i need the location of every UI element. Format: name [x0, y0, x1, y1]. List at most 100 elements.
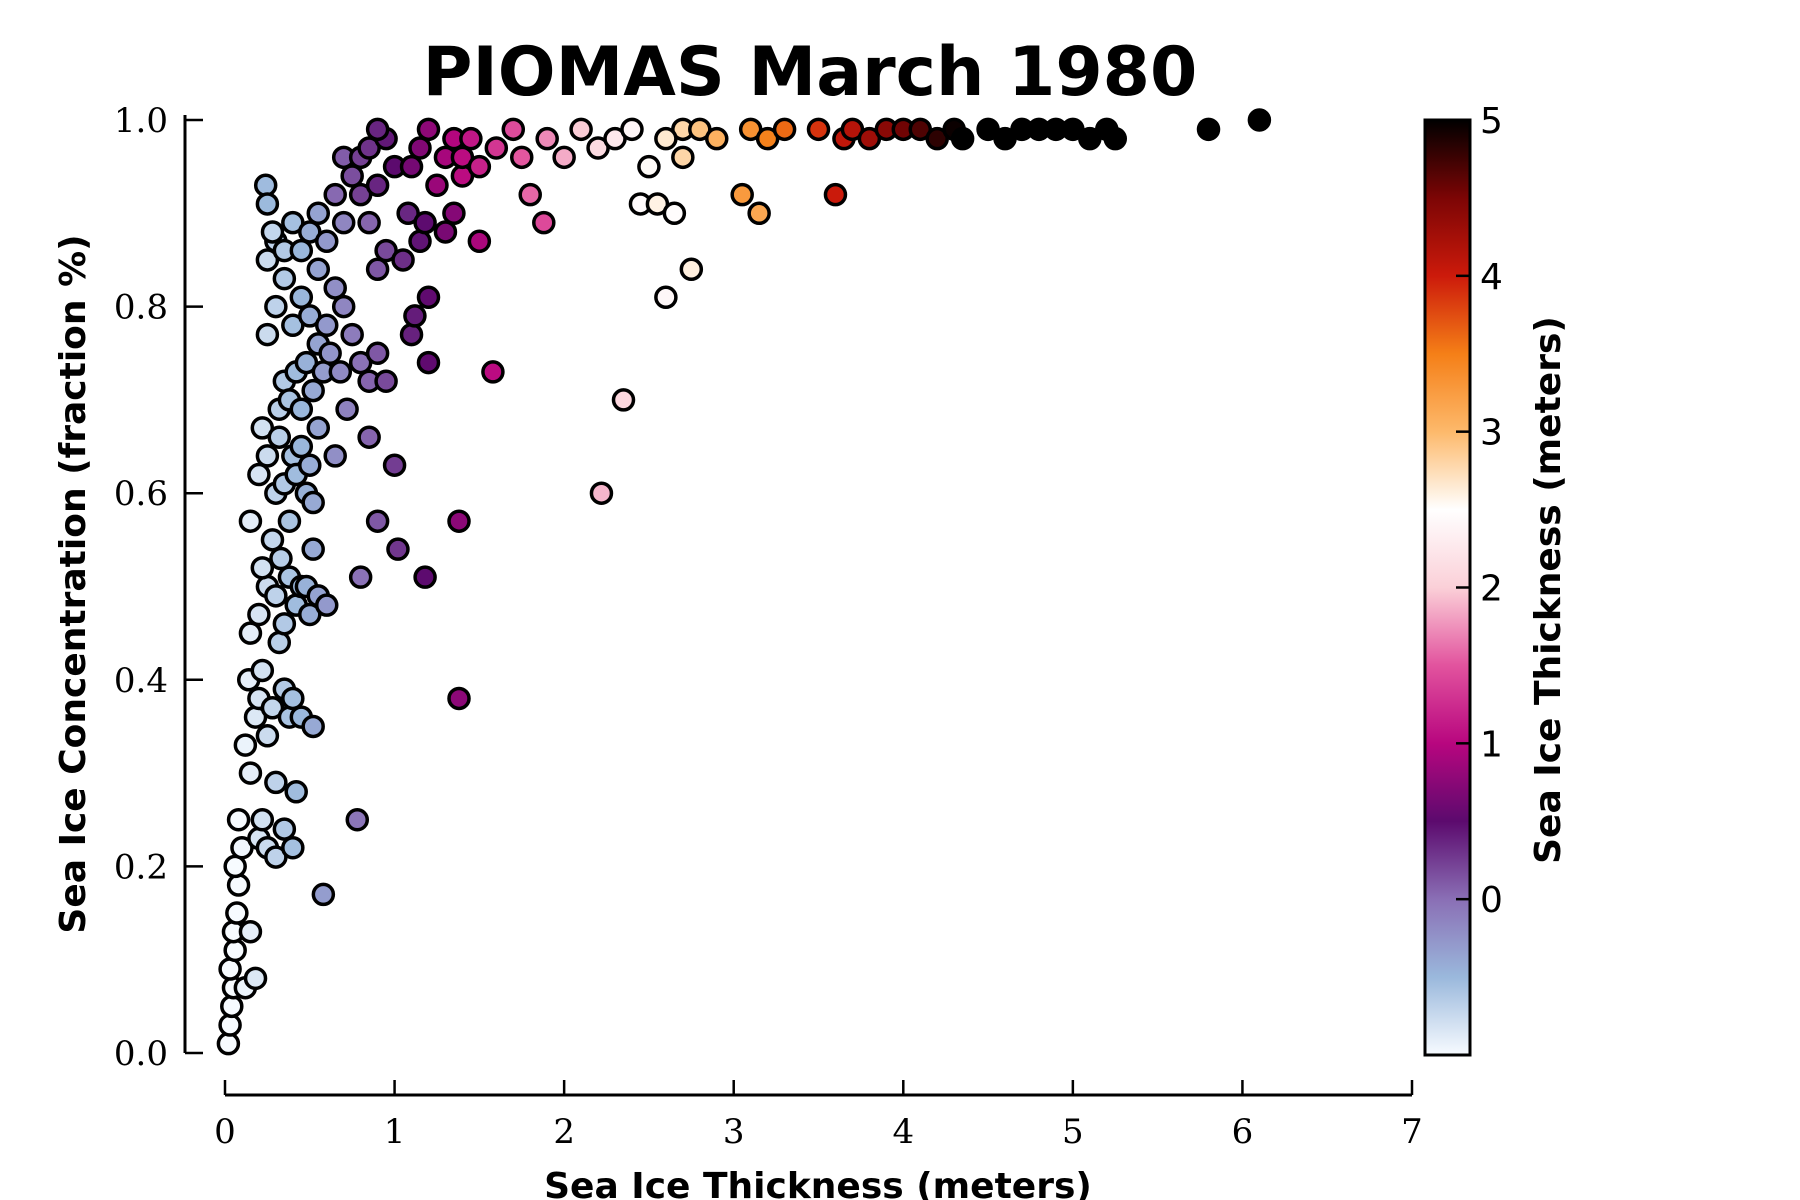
- y-tick-label: 0.8: [114, 288, 168, 328]
- x-axis-label: Sea Ice Thickness (meters): [544, 1166, 1092, 1200]
- scatter-point: [289, 238, 314, 263]
- scatter-point: [301, 714, 325, 739]
- scatter-point: [467, 229, 492, 254]
- scatter-point: [314, 313, 339, 338]
- y-tick-label: 1.0: [114, 101, 168, 141]
- scatter-point: [243, 966, 268, 991]
- scatter-point: [250, 808, 275, 832]
- scatter-point: [264, 294, 288, 319]
- scatter-point: [416, 285, 441, 310]
- x-tick-label: 0: [214, 1112, 236, 1152]
- scatter-point: [247, 602, 271, 627]
- scatter-point: [459, 126, 483, 151]
- x-tick-label: 1: [384, 1112, 406, 1152]
- y-tick-label: 0.4: [114, 661, 168, 701]
- scatter-point: [823, 182, 848, 207]
- scatter-point: [314, 593, 339, 617]
- scatter-point: [289, 434, 314, 459]
- x-tick-label: 6: [1232, 1112, 1254, 1152]
- scatter-point: [298, 453, 322, 477]
- scatter-point: [323, 182, 347, 207]
- scatter-point: [357, 425, 381, 449]
- scatter-point: [238, 509, 263, 533]
- scatter-point: [264, 770, 288, 795]
- scatter-point: [253, 173, 278, 198]
- scatter-point: [260, 220, 285, 244]
- scatter-point: [413, 565, 437, 589]
- scatter-point: [425, 173, 449, 198]
- scatter-point: [447, 686, 471, 711]
- scatter-point: [264, 584, 288, 608]
- scatter-point: [281, 835, 305, 860]
- scatter-point: [569, 117, 593, 142]
- scatter-point: [301, 490, 325, 515]
- scatter-point: [671, 145, 695, 170]
- scatter-point: [331, 294, 356, 319]
- scatter-point: [306, 416, 331, 440]
- scatter-point: [747, 201, 771, 226]
- scatter-point: [238, 621, 263, 645]
- y-tick-label: 0.6: [114, 474, 168, 514]
- colorbar-label: Sea Ice Thickness (meters): [1528, 316, 1569, 864]
- scatter-point: [284, 780, 308, 804]
- scatter-point: [348, 565, 373, 589]
- scatter-point: [323, 276, 347, 300]
- scatter-point: [433, 220, 458, 244]
- scatter-point: [311, 882, 336, 907]
- colorbar-tick-label: 2: [1480, 569, 1503, 610]
- scatter-point: [314, 229, 339, 254]
- scatter-point: [255, 192, 280, 216]
- scatter-point: [340, 164, 364, 188]
- scatter-point: [306, 201, 331, 226]
- scatter-point: [218, 1013, 242, 1037]
- scatter-point: [730, 182, 754, 207]
- scatter-point: [289, 397, 314, 421]
- scatter-point: [374, 369, 398, 393]
- scatter-point: [255, 444, 280, 468]
- scatter-point: [510, 145, 534, 170]
- scatter-point: [365, 257, 390, 282]
- scatter-point: [484, 136, 509, 160]
- scatter-point: [216, 1031, 241, 1056]
- scatter-point: [267, 425, 292, 449]
- colorbar-tick-label: 3: [1480, 413, 1503, 454]
- scatter-point: [255, 724, 280, 748]
- scatter-point: [620, 117, 644, 142]
- y-tick-label: 0.2: [114, 847, 168, 887]
- scatter-point: [416, 117, 441, 142]
- colorbar-tick-label: 4: [1480, 257, 1503, 298]
- scatter-point: [662, 201, 687, 226]
- y-tick-label: 0.0: [114, 1034, 168, 1074]
- colorbar-tick-label: 0: [1480, 880, 1503, 921]
- scatter-point: [301, 537, 325, 561]
- x-tick-label: 5: [1062, 1112, 1084, 1152]
- scatter-point: [345, 808, 370, 832]
- scatter-point: [272, 612, 297, 636]
- x-tick-label: 3: [723, 1112, 745, 1152]
- scatter-point: [218, 957, 242, 981]
- scatter-point: [277, 509, 302, 533]
- scatter-point: [637, 154, 661, 179]
- scatter-point: [589, 481, 614, 505]
- scatter-point: [552, 145, 576, 170]
- scatter-point: [226, 873, 251, 897]
- scatter-point: [481, 360, 505, 384]
- y-axis-ticks: 0.0 0.2 0.4 0.6 0.8 1.0: [114, 101, 203, 1074]
- scatter-point: [386, 537, 410, 561]
- scatter-point: [357, 210, 381, 235]
- scatter-point: [1247, 108, 1272, 132]
- scatter-point: [679, 257, 704, 282]
- scatter-point: [467, 154, 492, 179]
- colorbar-tick-label: 1: [1480, 724, 1503, 765]
- x-tick-label: 7: [1401, 1112, 1423, 1152]
- scatter-point: [365, 117, 390, 142]
- scatter-point: [1103, 126, 1127, 151]
- scatter-marks: [216, 108, 1272, 1056]
- scatter-point: [535, 126, 559, 151]
- colorbar-ticks: 0 1 2 3 4 5: [1456, 101, 1503, 921]
- scatter-point: [705, 126, 729, 151]
- scatter-point: [391, 248, 415, 272]
- scatter-point: [272, 266, 297, 291]
- scatter-point: [250, 658, 275, 683]
